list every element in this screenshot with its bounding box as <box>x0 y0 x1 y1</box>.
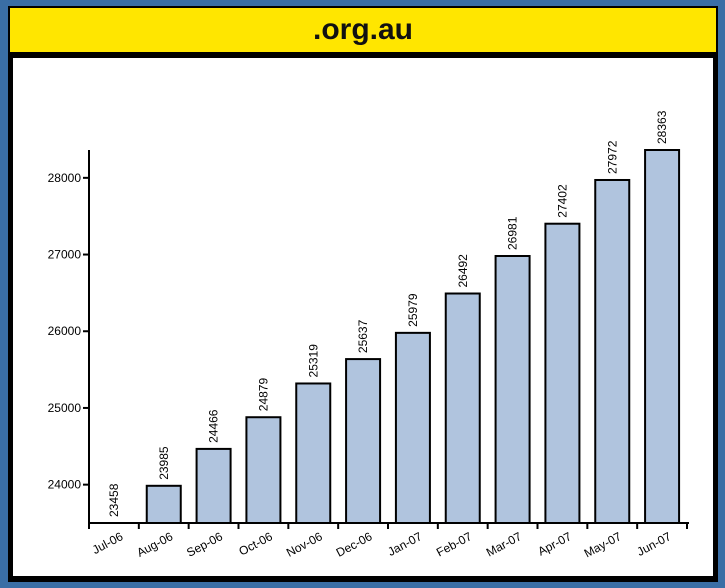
x-tick-label: Feb-07 <box>434 529 474 559</box>
data-label: 27402 <box>555 184 569 218</box>
bar <box>145 484 182 524</box>
bar <box>394 331 431 524</box>
data-label: 25319 <box>306 344 320 378</box>
y-tick-label: 25000 <box>48 401 82 415</box>
title-bar: .org.au <box>10 8 716 52</box>
bar <box>245 416 282 524</box>
data-label: 23458 <box>107 483 121 517</box>
y-tick-label: 24000 <box>48 478 82 492</box>
data-label: 23985 <box>157 446 171 480</box>
data-label: 26492 <box>456 254 470 288</box>
bar <box>544 222 581 524</box>
y-tick-label: 27000 <box>48 248 82 262</box>
bar <box>295 382 332 524</box>
x-tick-label: Nov-06 <box>284 529 325 560</box>
data-label: 24466 <box>207 409 221 443</box>
x-tick-label: Jun-07 <box>635 529 674 559</box>
bar <box>644 149 681 524</box>
x-tick-label: Apr-07 <box>535 529 574 558</box>
y-tick-label: 28000 <box>48 171 82 185</box>
x-tick-label: Oct-06 <box>236 529 275 558</box>
chart-area: 24000 25000 26000 27000 28000 23458 Jul-06 2398… <box>13 58 713 576</box>
x-tick-label: Sep-06 <box>184 529 225 560</box>
bar <box>345 358 382 524</box>
bar <box>444 292 481 524</box>
data-label: 28363 <box>655 110 669 144</box>
x-tick-label: Jan-07 <box>385 529 424 559</box>
data-label: 25637 <box>356 319 370 353</box>
x-tick-label: Mar-07 <box>484 529 524 559</box>
chart-title: .org.au <box>312 13 413 46</box>
bar <box>494 255 531 524</box>
data-label: 25979 <box>406 293 420 327</box>
x-tick-label: May-07 <box>582 529 624 560</box>
bar-chart: 24000 25000 26000 27000 28000 23458 Jul-06 2398… <box>48 110 689 560</box>
data-label: 27972 <box>605 140 619 174</box>
y-tick-label: 26000 <box>48 324 82 338</box>
data-label: 26981 <box>506 216 520 250</box>
x-tick-label: Aug-06 <box>134 529 175 560</box>
bar <box>594 178 631 525</box>
data-label: 24879 <box>256 378 270 412</box>
x-tick-label: Dec-06 <box>334 529 375 560</box>
bar <box>195 447 232 524</box>
x-tick-label: Jul-06 <box>90 529 126 557</box>
